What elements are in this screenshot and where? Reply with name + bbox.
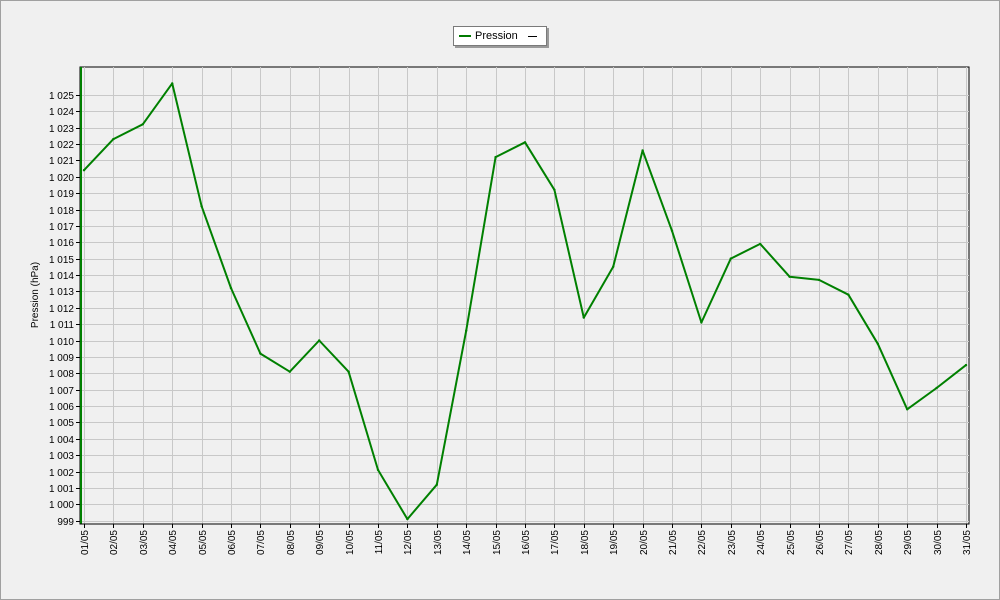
y-tick-label: 1 024 <box>49 107 74 118</box>
x-tick-label: 08/05 <box>286 530 297 555</box>
x-tick-label: 18/05 <box>580 530 591 555</box>
legend-swatch-pression <box>459 35 471 37</box>
x-tick-label: 06/05 <box>227 530 238 555</box>
y-tick-label: 1 021 <box>49 156 74 167</box>
data-point <box>582 316 585 319</box>
x-tick-label: 05/05 <box>198 530 209 555</box>
data-point <box>347 370 350 373</box>
data-point <box>288 370 291 373</box>
x-tick-label: 23/05 <box>727 530 738 555</box>
y-tick-label: 1 017 <box>49 222 74 233</box>
x-tick-label: 09/05 <box>315 530 326 555</box>
y-tick-label: 1 001 <box>49 484 74 495</box>
x-tick-label: 10/05 <box>345 530 356 555</box>
y-tick-label: 1 019 <box>49 189 74 200</box>
data-point <box>435 483 438 486</box>
y-tick-label: 999 <box>57 517 74 528</box>
y-tick-label: 1 004 <box>49 435 74 446</box>
data-point <box>112 137 115 141</box>
x-tick-label: 15/05 <box>492 530 503 555</box>
data-point <box>141 123 144 126</box>
y-tick-label: 1 015 <box>49 255 74 266</box>
x-tick-label: 29/05 <box>903 530 914 555</box>
x-tick-label: 26/05 <box>815 530 826 555</box>
data-point <box>641 149 644 152</box>
y-tick-label: 1 025 <box>49 91 74 102</box>
x-tick-label: 13/05 <box>433 530 444 555</box>
data-point <box>200 205 203 208</box>
data-point <box>406 517 409 521</box>
y-tick-label: 1 018 <box>49 206 74 217</box>
y-tick-label: 1 014 <box>49 271 74 282</box>
data-point <box>465 329 468 332</box>
x-tick-label: 22/05 <box>697 530 708 555</box>
data-point <box>494 155 497 159</box>
data-point <box>847 293 850 296</box>
data-point <box>612 265 615 268</box>
data-point <box>876 342 879 345</box>
data-point <box>729 257 732 260</box>
y-tick-label: 1 005 <box>49 418 74 429</box>
y-tick-label: 1 002 <box>49 468 74 479</box>
data-point <box>935 386 938 390</box>
data-point <box>759 242 762 246</box>
data-point <box>788 275 791 278</box>
data-point <box>817 278 821 282</box>
x-tick-label: 04/05 <box>168 530 179 555</box>
data-point <box>964 363 968 367</box>
x-tick-label: 17/05 <box>550 530 561 555</box>
y-tick-label: 1 022 <box>49 140 74 151</box>
x-tick-label: 19/05 <box>609 530 620 555</box>
x-tick-label: 25/05 <box>786 530 797 555</box>
y-tick-label: 1 010 <box>49 337 74 348</box>
series-group <box>82 82 968 521</box>
y-tick-label: 1 013 <box>49 287 74 298</box>
data-point <box>171 82 174 85</box>
x-tick-label: 27/05 <box>844 530 855 555</box>
x-tick-label: 12/05 <box>403 530 414 555</box>
x-tick-label: 28/05 <box>874 530 885 555</box>
x-tick-label: 03/05 <box>139 530 150 555</box>
y-ticks: 999 1 000 1 001 1 002 1 003 1 004 1 005 1 006 1 … <box>49 91 80 528</box>
x-tick-label: 16/05 <box>521 530 532 555</box>
x-tick-label: 20/05 <box>639 530 650 555</box>
data-point <box>670 229 674 232</box>
y-tick-label: 1 008 <box>49 369 74 380</box>
x-tick-label: 14/05 <box>462 530 473 555</box>
y-tick-label: 1 020 <box>49 173 74 184</box>
x-tick-label: 02/05 <box>109 530 120 555</box>
x-tick-label: 21/05 <box>668 530 679 555</box>
data-point <box>523 141 527 144</box>
y-axis-label: Pression (hPa) <box>30 262 41 328</box>
data-point <box>82 169 86 172</box>
y-tick-label: 1 006 <box>49 402 74 413</box>
x-tick-label: 11/05 <box>374 530 385 555</box>
legend-label-pression: Pression <box>475 30 518 42</box>
data-point <box>906 408 909 411</box>
legend-dash-icon <box>527 35 537 37</box>
y-tick-label: 1 009 <box>49 353 74 364</box>
x-ticks: 01/05 02/05 03/05 04/05 05/05 06/05 07/05 08/05… <box>80 524 973 555</box>
x-tick-label: 24/05 <box>756 530 767 555</box>
legend: Pression <box>453 26 547 46</box>
y-tick-label: 1 016 <box>49 238 74 249</box>
x-tick-label: 31/05 <box>962 530 973 555</box>
x-tick-label: 01/05 <box>80 530 91 555</box>
data-point <box>553 188 556 191</box>
y-tick-label: 1 000 <box>49 500 74 511</box>
y-tick-label: 1 023 <box>49 124 74 135</box>
data-point <box>259 352 262 355</box>
y-tick-label: 1 011 <box>50 320 75 331</box>
grid <box>80 67 969 524</box>
x-tick-label: 07/05 <box>256 530 267 555</box>
y-tick-label: 1 012 <box>49 304 74 315</box>
data-point <box>318 339 321 342</box>
y-tick-label: 1 007 <box>49 386 74 397</box>
data-point <box>229 286 233 290</box>
data-point <box>376 468 380 472</box>
x-tick-label: 30/05 <box>933 530 944 555</box>
y-tick-label: 1 003 <box>49 451 74 462</box>
data-point <box>700 321 703 324</box>
